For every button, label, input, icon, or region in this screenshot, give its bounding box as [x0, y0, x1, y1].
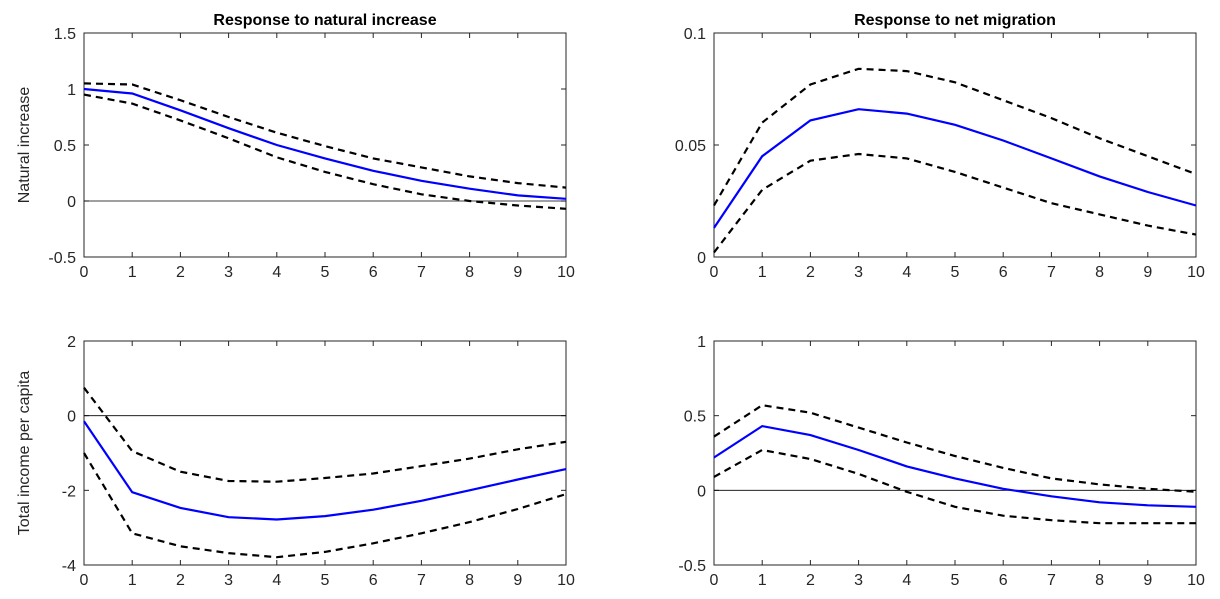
x-tick-label: 9 — [1143, 264, 1152, 281]
x-tick-label: 1 — [128, 572, 137, 589]
x-tick-label: 3 — [224, 264, 233, 281]
x-tick-label: 10 — [1187, 572, 1205, 589]
x-tick-label: 3 — [854, 572, 863, 589]
panel-income-response-net-migration: 0 1 2 3 4 5 6 7 8 9 10-0.500.51 — [678, 334, 1205, 589]
y-tick-label: 0 — [697, 250, 706, 267]
x-tick-label: 8 — [465, 264, 474, 281]
x-tick-label: 4 — [902, 572, 911, 589]
y-tick-label: 0 — [67, 194, 76, 211]
y-tick-label: 0.5 — [54, 138, 76, 155]
x-tick-label: 5 — [951, 572, 960, 589]
x-tick-label: 5 — [951, 264, 960, 281]
x-tick-label: 0 — [80, 264, 89, 281]
y-tick-label: 1.5 — [54, 26, 76, 43]
confidence-band-upper — [83, 387, 567, 483]
x-tick-label: 10 — [557, 264, 575, 281]
x-tick-label: 7 — [1047, 572, 1056, 589]
x-tick-label: 0 — [710, 264, 719, 281]
axes-box — [83, 32, 567, 258]
confidence-band-lower — [83, 93, 567, 210]
impulse-response-line — [83, 87, 567, 200]
y-tick-label: 1 — [697, 334, 706, 351]
axes-box — [713, 340, 1197, 566]
panel-natural-increase-response-net-migration: 0 1 2 3 4 5 6 7 8 9 10 0 0.05 0.1 Response to net migr… — [675, 12, 1205, 281]
x-tick-label: 4 — [272, 572, 281, 589]
y-tick-label: 1 — [67, 82, 76, 99]
x-tick-label: 1 — [758, 264, 767, 281]
y-tick-label: -4 — [62, 558, 76, 575]
x-tick-label: 1 — [758, 572, 767, 589]
x-tick-label: 7 — [417, 264, 426, 281]
impulse-response-line — [713, 108, 1197, 229]
axes-box — [713, 32, 1197, 258]
y-tick-label: -2 — [62, 483, 76, 500]
x-tick-label: 8 — [1095, 264, 1104, 281]
y-tick-label: 0.5 — [684, 409, 706, 426]
x-tick-label: 6 — [369, 264, 378, 281]
panel-title: Response to net migration — [854, 12, 1056, 29]
y-tick-label: -0.5 — [48, 250, 76, 267]
x-tick-label: 2 — [806, 572, 815, 589]
x-tick-label: 5 — [321, 572, 330, 589]
y-tick-label: 0.05 — [675, 138, 706, 155]
x-tick-label: 7 — [1047, 264, 1056, 281]
confidence-band-lower — [713, 448, 1196, 525]
confidence-band-upper — [713, 67, 1197, 207]
panel-income-response-natural-increase: 0 1 2 3 4 5 6 7 8 9 10 -4 -2 0 2 Total income per capit… — [16, 334, 575, 589]
confidence-band-upper — [713, 404, 1197, 493]
y-axis-label: Total income per capita — [16, 371, 33, 536]
x-tick-label: 5 — [321, 264, 330, 281]
confidence-band-upper — [83, 82, 567, 189]
impulse-response-line — [713, 424, 1197, 508]
x-tick-label: 9 — [1143, 572, 1152, 589]
x-tick-label: 7 — [417, 572, 426, 589]
x-tick-label: 6 — [999, 264, 1008, 281]
axes-box — [83, 340, 567, 566]
x-tick-label: 10 — [1187, 264, 1205, 281]
x-tick-label: 2 — [176, 572, 185, 589]
y-tick-label: 0 — [67, 409, 76, 426]
x-tick-label: 0 — [710, 572, 719, 589]
y-tick-label: 2 — [67, 334, 76, 351]
x-tick-label: 10 — [557, 572, 575, 589]
x-tick-label: 6 — [369, 572, 378, 589]
x-tick-label: 9 — [513, 572, 522, 589]
x-tick-label: 3 — [854, 264, 863, 281]
x-tick-label: 6 — [999, 572, 1008, 589]
x-tick-label: 4 — [272, 264, 281, 281]
confidence-band-lower — [713, 152, 1197, 254]
x-tick-label: 2 — [176, 264, 185, 281]
y-tick-label: -0.5 — [678, 558, 706, 575]
x-tick-label: 0 — [80, 572, 89, 589]
x-tick-label: 3 — [224, 572, 233, 589]
y-tick-label: 0 — [697, 483, 706, 500]
x-tick-label: 1 — [128, 264, 137, 281]
y-tick-label: 0.1 — [684, 26, 706, 43]
x-tick-label: 8 — [1095, 572, 1104, 589]
x-tick-label: 2 — [806, 264, 815, 281]
x-tick-label: 4 — [902, 264, 911, 281]
panel-title: Response to natural increase — [213, 12, 436, 29]
impulse-response-line — [83, 420, 567, 521]
x-tick-label: 8 — [465, 572, 474, 589]
confidence-band-lower — [83, 452, 567, 559]
x-tick-label: 9 — [513, 264, 522, 281]
y-axis-label: Natural increase — [16, 87, 33, 204]
